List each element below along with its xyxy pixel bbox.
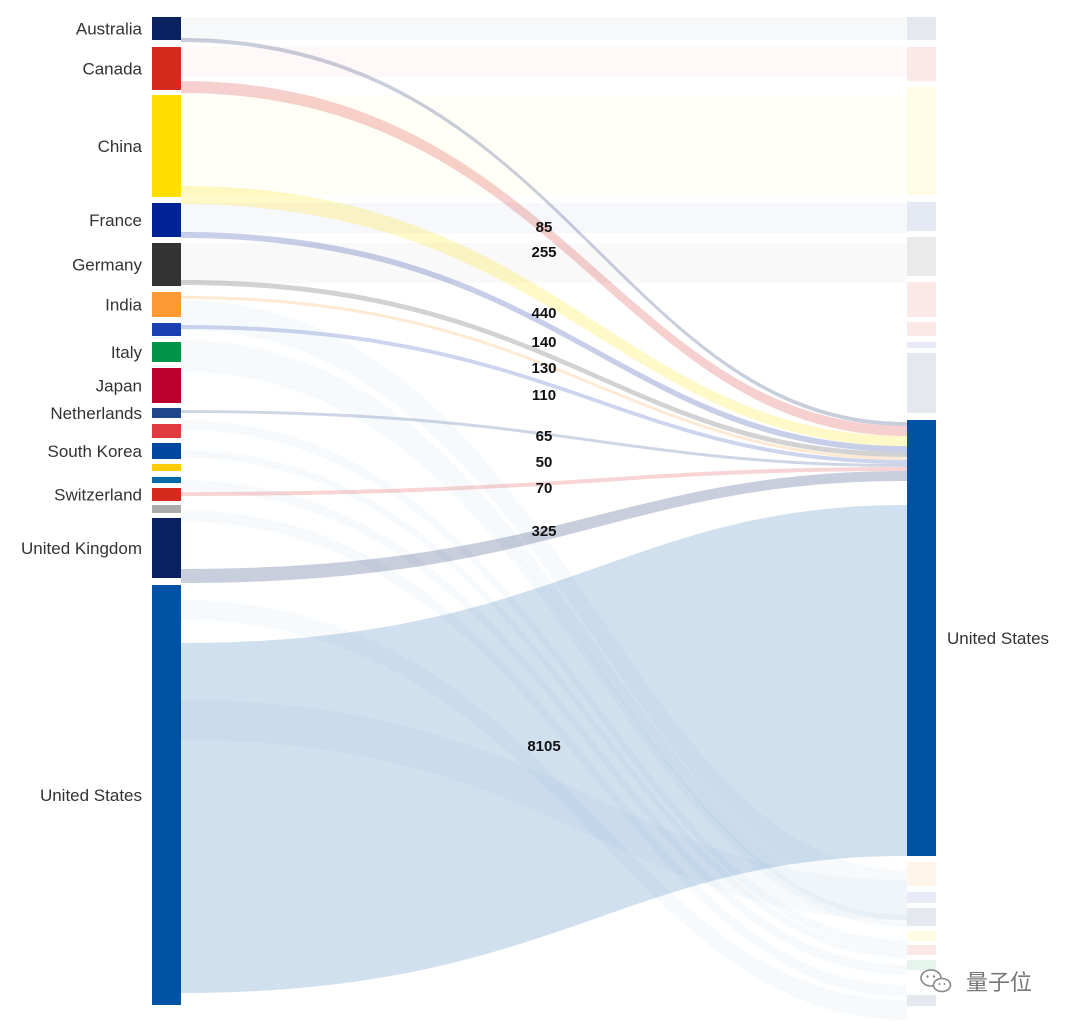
flow-link[interactable]	[181, 505, 907, 993]
target-nodes: United States	[907, 17, 1049, 1006]
target-node[interactable]	[907, 420, 936, 856]
target-node[interactable]	[907, 87, 936, 195]
target-node[interactable]	[907, 17, 936, 40]
source-node[interactable]	[152, 477, 181, 483]
flow-link[interactable]	[181, 471, 907, 583]
target-node[interactable]	[907, 237, 936, 276]
highlighted-flows	[181, 38, 907, 993]
flow-value-label: 110	[532, 387, 556, 404]
target-node[interactable]	[907, 960, 936, 970]
flow-value-label: 130	[531, 360, 556, 377]
source-node[interactable]	[152, 488, 181, 501]
source-node-label: United States	[40, 786, 142, 805]
background-flow-band	[181, 95, 907, 195]
target-node[interactable]	[907, 282, 936, 317]
source-node-label: Germany	[72, 256, 142, 275]
source-node[interactable]	[152, 323, 181, 336]
flow-value-label: 255	[531, 244, 556, 261]
background-flow-band	[181, 17, 907, 40]
source-nodes: Australia Canada China France Germany India It…	[21, 17, 181, 1005]
flow-value-label: 325	[531, 523, 556, 540]
source-node[interactable]	[152, 505, 181, 513]
source-node-label: Canada	[82, 60, 142, 79]
target-node[interactable]	[907, 342, 936, 348]
source-node[interactable]	[152, 95, 181, 197]
target-node[interactable]	[907, 908, 936, 926]
target-node-label: United States	[947, 629, 1049, 648]
source-node[interactable]	[152, 17, 181, 40]
source-node[interactable]	[152, 424, 181, 438]
flow-value-label: 50	[536, 454, 553, 471]
target-node[interactable]	[907, 892, 936, 903]
flow-value-label: 70	[536, 480, 553, 497]
source-node[interactable]	[152, 203, 181, 237]
target-node[interactable]	[907, 862, 936, 886]
source-node-label: France	[89, 211, 142, 230]
source-node-label: India	[105, 296, 142, 315]
source-node-label: China	[98, 137, 143, 156]
target-node[interactable]	[907, 202, 936, 231]
source-node[interactable]	[152, 342, 181, 362]
target-node[interactable]	[907, 995, 936, 1006]
flow-link[interactable]	[181, 467, 907, 496]
wechat-icon	[920, 969, 952, 993]
source-node-label: Japan	[96, 377, 142, 396]
flow-value-label: 65	[536, 428, 553, 445]
source-node[interactable]	[152, 443, 181, 459]
flow-value-labels: 85 255 440 140 130 110 65 50 70 325 8105	[527, 219, 560, 755]
source-node-label: United Kingdom	[21, 539, 142, 558]
target-node[interactable]	[907, 47, 936, 81]
source-node-label: Australia	[76, 20, 143, 39]
source-node[interactable]	[152, 243, 181, 286]
watermark-text: 量子位	[966, 970, 1032, 995]
flow-value-label: 140	[531, 334, 556, 351]
source-node[interactable]	[152, 408, 181, 418]
source-node-label: Netherlands	[50, 404, 142, 423]
target-node[interactable]	[907, 931, 936, 941]
target-node[interactable]	[907, 353, 936, 413]
source-node[interactable]	[152, 585, 181, 1005]
flow-value-label: 85	[536, 219, 553, 236]
source-node[interactable]	[152, 292, 181, 317]
watermark: 量子位	[920, 969, 1032, 995]
source-node[interactable]	[152, 518, 181, 578]
flow-value-label: 440	[531, 305, 556, 322]
target-node[interactable]	[907, 322, 936, 336]
source-node-label: Italy	[111, 343, 143, 362]
target-node[interactable]	[907, 945, 936, 955]
flow-value-label: 8105	[527, 738, 560, 755]
source-node[interactable]	[152, 368, 181, 403]
source-node-label: South Korea	[47, 442, 142, 461]
source-node-label: Switzerland	[54, 486, 142, 505]
source-node[interactable]	[152, 464, 181, 471]
source-node[interactable]	[152, 47, 181, 90]
